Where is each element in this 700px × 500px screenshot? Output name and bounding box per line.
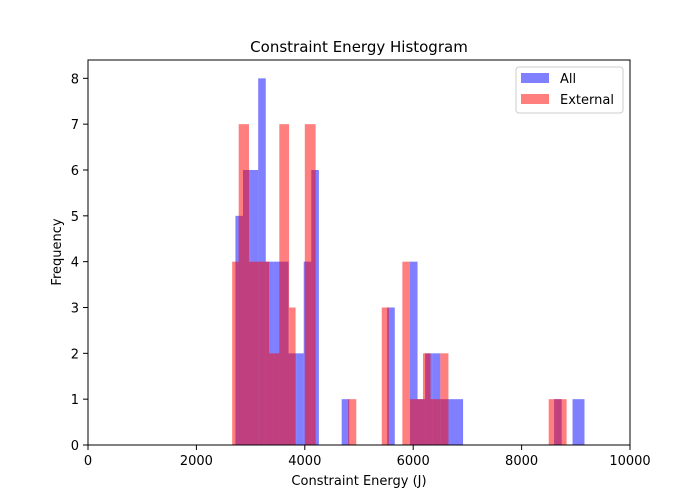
bar-all-4 (265, 261, 274, 445)
bar-external-4 (269, 353, 280, 445)
x-tick-label: 6000 (397, 454, 430, 469)
x-tick-label: 10000 (609, 454, 650, 469)
legend: All External (515, 66, 624, 114)
bar-external-3 (258, 261, 270, 445)
legend-label-all: All (560, 72, 576, 87)
bar-external-5 (279, 124, 290, 446)
y-tick-label: 2 (71, 347, 79, 362)
bar-all-12 (387, 307, 395, 445)
x-axis-ticks: 0 2000 4000 6000 8000 10000 (84, 445, 651, 469)
bar-external-8 (348, 399, 357, 445)
bar-external-12 (415, 399, 423, 445)
bar-all-13 (409, 261, 418, 445)
legend-swatch-external (521, 94, 549, 104)
bar-external-2 (248, 261, 259, 445)
y-tick-label: 4 (71, 256, 79, 271)
bar-external-6 (289, 307, 296, 445)
bar-external-9 (381, 307, 389, 445)
x-tick-label: 0 (84, 454, 92, 469)
bar-external-14 (430, 399, 441, 445)
bar-all-8 (296, 353, 304, 445)
bar-external-15 (440, 353, 449, 445)
legend-label-external: External (560, 93, 614, 108)
bar-external-13 (422, 353, 431, 445)
legend-swatch-all (521, 73, 549, 83)
bar-external-1 (238, 124, 249, 446)
x-tick-label: 8000 (505, 454, 538, 469)
bar-external-0 (232, 261, 239, 445)
bar-external-17 (555, 399, 567, 445)
y-tick-label: 6 (71, 164, 79, 179)
y-tick-label: 7 (71, 118, 79, 133)
y-tick-label: 1 (71, 393, 79, 408)
bar-all-5 (273, 261, 281, 445)
y-axis-ticks: 0 1 2 3 4 5 6 7 8 (71, 72, 88, 454)
y-tick-label: 0 (71, 439, 79, 454)
y-axis-title: Frequency (50, 218, 65, 285)
bar-external-11 (409, 399, 416, 445)
bar-all-19 (455, 399, 464, 445)
plot-frame (87, 59, 631, 446)
y-tick-label: 8 (71, 72, 79, 87)
bar-all-11 (341, 399, 350, 445)
x-tick-label: 2000 (180, 454, 213, 469)
bar-all-18 (447, 399, 456, 445)
y-tick-label: 5 (71, 210, 79, 225)
y-tick-label: 3 (71, 302, 79, 317)
bar-external-7 (304, 124, 316, 446)
bar-external-10 (402, 261, 410, 445)
chart-title: Constraint Energy Histogram (250, 38, 468, 56)
bar-external-16 (548, 399, 556, 445)
x-tick-label: 4000 (288, 454, 321, 469)
x-axis-title: Constraint Energy (J) (291, 474, 426, 489)
bar-all-21 (572, 399, 585, 445)
bars-layer (232, 78, 585, 446)
